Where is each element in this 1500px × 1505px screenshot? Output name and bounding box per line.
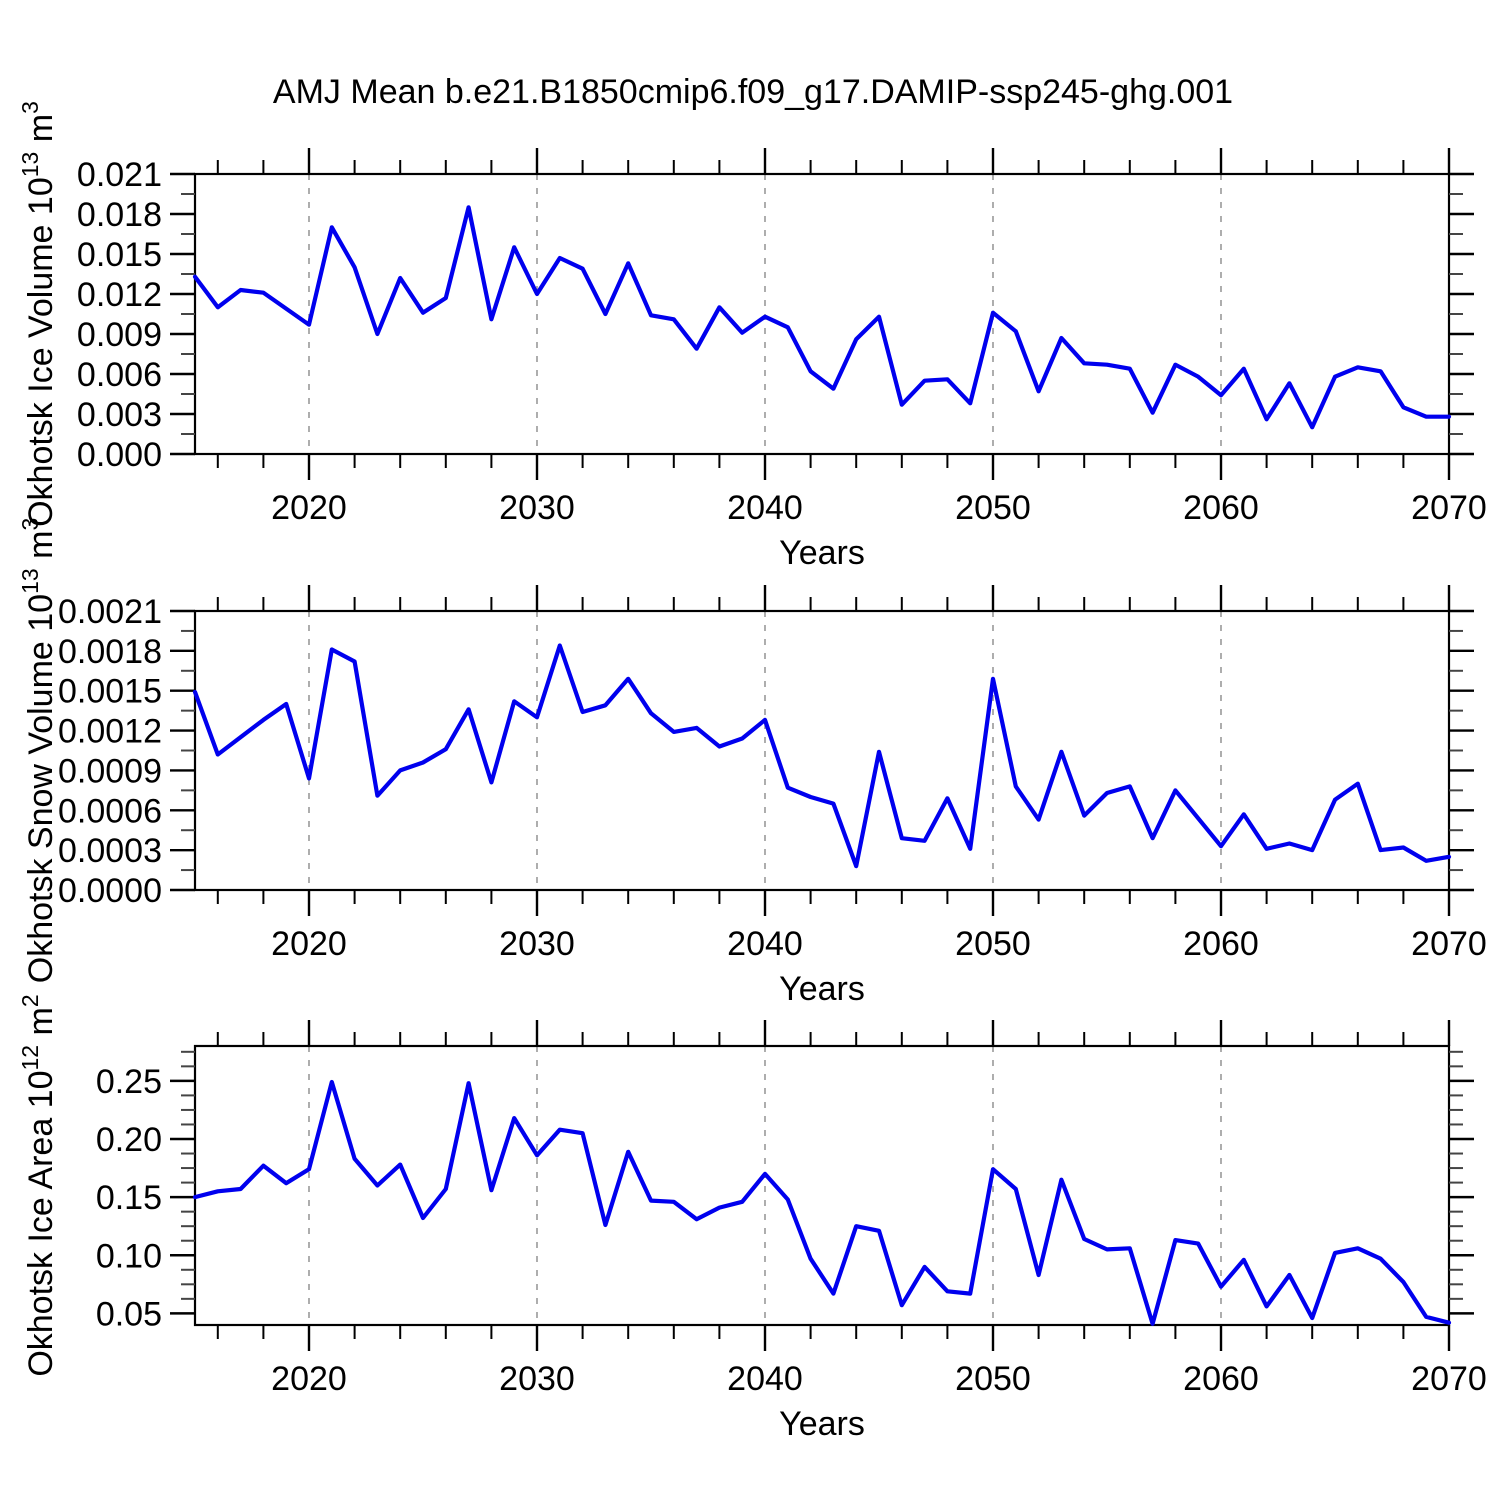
- y-tick-label: 0.0012: [58, 713, 162, 751]
- x-tick-label: 2040: [727, 925, 803, 963]
- x-axis-title: Years: [779, 1405, 865, 1443]
- x-tick-label: 2060: [1183, 1360, 1259, 1398]
- x-tick-label: 2060: [1183, 489, 1259, 527]
- x-tick-label: 2070: [1411, 925, 1487, 963]
- x-tick-label: 2030: [499, 925, 575, 963]
- x-tick-label: 2030: [499, 1360, 575, 1398]
- panel-ice-volume: 0.0000.0030.0060.0090.0120.0150.0180.021…: [17, 101, 1487, 572]
- x-tick-label: 2030: [499, 489, 575, 527]
- x-tick-label: 2050: [955, 925, 1031, 963]
- plot-frame: [193, 1044, 1451, 1327]
- y-tick-label: 0.0018: [58, 633, 162, 671]
- x-tick-label: 2020: [271, 489, 347, 527]
- y-axis-title: Okhotsk Ice Volume 1013 m3: [17, 101, 60, 527]
- y-tick-label: 0.003: [77, 396, 162, 434]
- x-tick-label: 2070: [1411, 1360, 1487, 1398]
- x-axis-title: Years: [779, 534, 865, 572]
- y-tick-label: 0.0021: [58, 593, 162, 631]
- plot-frame: [193, 172, 1451, 456]
- chart-title: AMJ Mean b.e21.B1850cmip6.f09_g17.DAMIP-…: [273, 73, 1233, 111]
- x-tick-label: 2050: [955, 1360, 1031, 1398]
- x-tick-label: 2060: [1183, 925, 1259, 963]
- x-tick-label: 2040: [727, 1360, 803, 1398]
- y-tick-label: 0.009: [77, 316, 162, 354]
- y-tick-label: 0.015: [77, 236, 162, 274]
- x-axis-title: Years: [779, 970, 865, 1008]
- y-tick-label: 0.10: [96, 1237, 162, 1275]
- y-axis-title: Okhotsk Ice Area 1012 m2: [17, 994, 60, 1376]
- x-tick-label: 2040: [727, 489, 803, 527]
- panels-group: 0.0000.0030.0060.0090.0120.0150.0180.021…: [17, 101, 1487, 1443]
- y-tick-label: 0.05: [96, 1295, 162, 1333]
- y-tick-label: 0.0015: [58, 673, 162, 711]
- y-tick-label: 0.0003: [58, 832, 162, 870]
- y-tick-label: 0.25: [96, 1063, 162, 1101]
- ice-area-data-line: [192, 1079, 1452, 1326]
- y-tick-label: 0.0000: [58, 872, 162, 910]
- y-tick-label: 0.006: [77, 356, 162, 394]
- x-tick-label: 2020: [271, 925, 347, 963]
- y-tick-label: 0.021: [77, 156, 162, 194]
- y-tick-label: 0.018: [77, 196, 162, 234]
- x-tick-label: 2020: [271, 1360, 347, 1398]
- y-axis-title: Okhotsk Snow Volume 1013 m3: [17, 518, 60, 984]
- ice-volume-data-line: [192, 205, 1452, 430]
- y-tick-label: 0.20: [96, 1121, 162, 1159]
- y-tick-label: 0.15: [96, 1179, 162, 1217]
- snow-volume-data-line: [192, 643, 1452, 869]
- plot-frame: [193, 609, 1451, 892]
- x-tick-label: 2070: [1411, 489, 1487, 527]
- panel-ice-area: 0.05 0.10 0.15 0.20 0.25 2020 2030 2040 2050 2060…: [17, 994, 1487, 1443]
- y-tick-label: 0.000: [77, 436, 162, 474]
- y-tick-label: 0.0009: [58, 752, 162, 790]
- x-tick-label: 2050: [955, 489, 1031, 527]
- y-tick-label: 0.0006: [58, 792, 162, 830]
- y-tick-label: 0.012: [77, 276, 162, 314]
- panel-snow-volume: 0.00000.00030.00060.00090.00120.00150.00…: [17, 518, 1487, 1008]
